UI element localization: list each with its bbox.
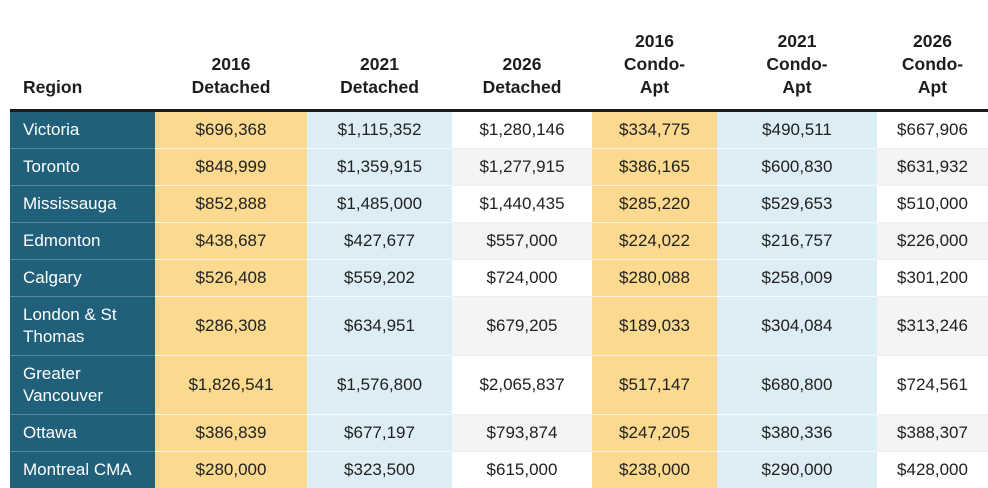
region-cell: Montreal CMA bbox=[10, 450, 155, 488]
table-header: Region 2016 Detached 2021 Detached 2026 … bbox=[10, 0, 988, 112]
header-2016-condo: 2016 Condo- Apt bbox=[592, 0, 717, 112]
price-cell: $1,440,435 bbox=[452, 184, 592, 222]
region-cell: Victoria bbox=[10, 110, 155, 148]
table-row: Calgary $526,408 $559,202 $724,000 $280,088 $… bbox=[10, 258, 988, 296]
table-row: London & St Thomas $286,308 $634,951 $679,2… bbox=[10, 295, 988, 355]
region-cell: London & St Thomas bbox=[10, 295, 155, 355]
region-cell: Mississauga bbox=[10, 184, 155, 222]
table-row: Montreal CMA $280,000 $323,500 $615,000 $238… bbox=[10, 450, 988, 488]
price-cell: $1,826,541 bbox=[155, 354, 307, 414]
price-cell: $427,677 bbox=[307, 221, 452, 259]
table-body: Victoria $696,368 $1,115,352 $1,280,146 $334… bbox=[10, 110, 988, 488]
header-2026-detached: 2026 Detached bbox=[452, 0, 592, 112]
price-cell: $680,800 bbox=[717, 354, 877, 414]
header-row: Region 2016 Detached 2021 Detached 2026 … bbox=[10, 0, 988, 112]
price-cell: $793,874 bbox=[452, 413, 592, 451]
region-cell: Edmonton bbox=[10, 221, 155, 259]
price-cell: $679,205 bbox=[452, 295, 592, 355]
price-cell: $386,165 bbox=[592, 147, 717, 185]
price-cell: $280,088 bbox=[592, 258, 717, 296]
price-cell: $285,220 bbox=[592, 184, 717, 222]
price-cell: $2,065,837 bbox=[452, 354, 592, 414]
price-cell: $380,336 bbox=[717, 413, 877, 451]
price-cell: $631,932 bbox=[877, 147, 988, 185]
price-cell: $1,115,352 bbox=[307, 110, 452, 148]
region-cell: Greater Vancouver bbox=[10, 354, 155, 414]
price-cell: $696,368 bbox=[155, 110, 307, 148]
header-2021-detached: 2021 Detached bbox=[307, 0, 452, 112]
price-cell: $428,000 bbox=[877, 450, 988, 488]
price-cell: $304,084 bbox=[717, 295, 877, 355]
region-cell: Calgary bbox=[10, 258, 155, 296]
price-cell: $224,022 bbox=[592, 221, 717, 259]
price-cell: $1,485,000 bbox=[307, 184, 452, 222]
price-cell: $323,500 bbox=[307, 450, 452, 488]
price-cell: $667,906 bbox=[877, 110, 988, 148]
header-region: Region bbox=[10, 0, 155, 112]
table-row: Mississauga $852,888 $1,485,000 $1,440,435 $… bbox=[10, 184, 988, 222]
price-cell: $189,033 bbox=[592, 295, 717, 355]
price-cell: $517,147 bbox=[592, 354, 717, 414]
price-cell: $280,000 bbox=[155, 450, 307, 488]
table-row: Ottawa $386,839 $677,197 $793,874 $247,205 $3… bbox=[10, 413, 988, 451]
price-cell: $301,200 bbox=[877, 258, 988, 296]
region-cell: Ottawa bbox=[10, 413, 155, 451]
price-cell: $216,757 bbox=[717, 221, 877, 259]
price-cell: $600,830 bbox=[717, 147, 877, 185]
price-cell: $334,775 bbox=[592, 110, 717, 148]
price-cell: $438,687 bbox=[155, 221, 307, 259]
table-row: Victoria $696,368 $1,115,352 $1,280,146 $334… bbox=[10, 110, 988, 148]
price-cell: $529,653 bbox=[717, 184, 877, 222]
price-cell: $724,561 bbox=[877, 354, 988, 414]
housing-price-table-wrap: Region 2016 Detached 2021 Detached 2026 … bbox=[10, 0, 988, 488]
header-2016-detached: 2016 Detached bbox=[155, 0, 307, 112]
price-cell: $1,280,146 bbox=[452, 110, 592, 148]
price-cell: $388,307 bbox=[877, 413, 988, 451]
price-cell: $313,246 bbox=[877, 295, 988, 355]
region-cell: Toronto bbox=[10, 147, 155, 185]
price-cell: $510,000 bbox=[877, 184, 988, 222]
price-cell: $557,000 bbox=[452, 221, 592, 259]
price-cell: $290,000 bbox=[717, 450, 877, 488]
price-cell: $848,999 bbox=[155, 147, 307, 185]
price-cell: $677,197 bbox=[307, 413, 452, 451]
header-2026-condo: 2026 Condo- Apt bbox=[877, 0, 988, 112]
price-cell: $724,000 bbox=[452, 258, 592, 296]
price-cell: $238,000 bbox=[592, 450, 717, 488]
price-cell: $615,000 bbox=[452, 450, 592, 488]
price-cell: $490,511 bbox=[717, 110, 877, 148]
price-cell: $286,308 bbox=[155, 295, 307, 355]
price-cell: $526,408 bbox=[155, 258, 307, 296]
header-2021-condo: 2021 Condo- Apt bbox=[717, 0, 877, 112]
housing-price-table: Region 2016 Detached 2021 Detached 2026 … bbox=[10, 0, 988, 488]
price-cell: $1,359,915 bbox=[307, 147, 452, 185]
price-cell: $1,576,800 bbox=[307, 354, 452, 414]
price-cell: $226,000 bbox=[877, 221, 988, 259]
price-cell: $559,202 bbox=[307, 258, 452, 296]
price-cell: $634,951 bbox=[307, 295, 452, 355]
price-cell: $247,205 bbox=[592, 413, 717, 451]
table-row: Toronto $848,999 $1,359,915 $1,277,915 $386,… bbox=[10, 147, 988, 185]
table-row: Greater Vancouver $1,826,541 $1,576,800 $2,… bbox=[10, 354, 988, 414]
price-cell: $1,277,915 bbox=[452, 147, 592, 185]
price-cell: $386,839 bbox=[155, 413, 307, 451]
table-row: Edmonton $438,687 $427,677 $557,000 $224,022… bbox=[10, 221, 988, 259]
price-cell: $258,009 bbox=[717, 258, 877, 296]
price-cell: $852,888 bbox=[155, 184, 307, 222]
